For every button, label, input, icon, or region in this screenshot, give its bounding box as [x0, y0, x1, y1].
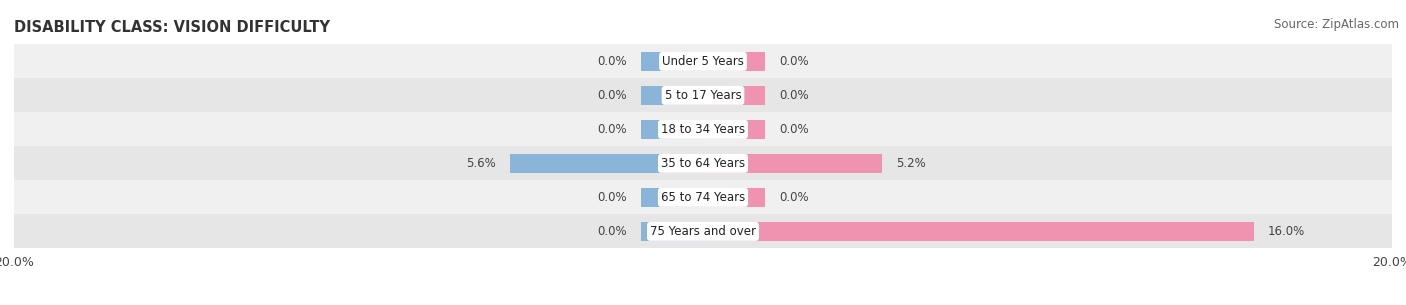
Text: Source: ZipAtlas.com: Source: ZipAtlas.com — [1274, 18, 1399, 31]
Bar — [703, 222, 1254, 241]
Bar — [703, 188, 765, 207]
Bar — [510, 154, 703, 173]
Bar — [14, 78, 1392, 113]
Bar — [641, 222, 703, 241]
Text: 0.0%: 0.0% — [598, 123, 627, 136]
Bar — [703, 154, 882, 173]
Text: 5.2%: 5.2% — [896, 157, 925, 170]
Bar — [641, 120, 703, 139]
Bar — [703, 86, 765, 105]
Text: 0.0%: 0.0% — [779, 123, 808, 136]
Bar — [14, 180, 1392, 214]
Bar — [641, 52, 703, 71]
Bar — [641, 188, 703, 207]
Bar — [14, 214, 1392, 248]
Text: 0.0%: 0.0% — [598, 55, 627, 68]
Bar — [641, 86, 703, 105]
Text: 0.0%: 0.0% — [598, 191, 627, 204]
Text: 65 to 74 Years: 65 to 74 Years — [661, 191, 745, 204]
Text: 0.0%: 0.0% — [779, 89, 808, 102]
Text: Under 5 Years: Under 5 Years — [662, 55, 744, 68]
Text: 0.0%: 0.0% — [598, 225, 627, 238]
Text: 5 to 17 Years: 5 to 17 Years — [665, 89, 741, 102]
Bar — [14, 113, 1392, 146]
Text: DISABILITY CLASS: VISION DIFFICULTY: DISABILITY CLASS: VISION DIFFICULTY — [14, 20, 330, 34]
Text: 16.0%: 16.0% — [1268, 225, 1305, 238]
Text: 0.0%: 0.0% — [598, 89, 627, 102]
Bar — [703, 120, 765, 139]
Text: 0.0%: 0.0% — [779, 55, 808, 68]
Text: 35 to 64 Years: 35 to 64 Years — [661, 157, 745, 170]
Text: 0.0%: 0.0% — [779, 191, 808, 204]
Bar — [14, 45, 1392, 78]
Text: 75 Years and over: 75 Years and over — [650, 225, 756, 238]
Bar — [14, 146, 1392, 180]
Bar — [703, 52, 765, 71]
Text: 5.6%: 5.6% — [467, 157, 496, 170]
Text: 18 to 34 Years: 18 to 34 Years — [661, 123, 745, 136]
